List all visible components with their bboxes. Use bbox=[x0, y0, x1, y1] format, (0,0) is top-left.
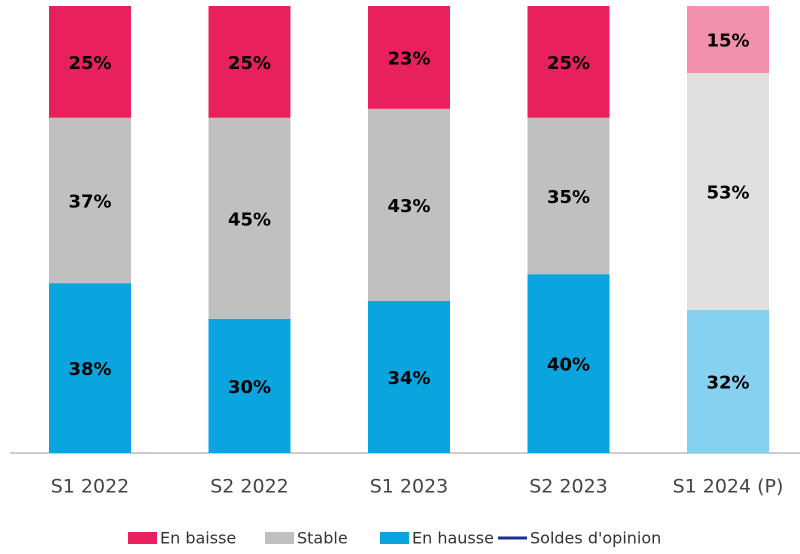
bar-segment bbox=[687, 73, 769, 310]
x-tick-label: S1 2022 bbox=[51, 476, 130, 498]
x-tick-label: S2 2023 bbox=[529, 476, 608, 498]
value-label: 23% bbox=[387, 48, 430, 69]
legend-label: Stable bbox=[297, 529, 348, 548]
value-label: 34% bbox=[387, 368, 430, 389]
value-label: 25% bbox=[228, 53, 271, 74]
bar-segment bbox=[208, 318, 291, 453]
bar-segment bbox=[208, 117, 291, 319]
value-label: 43% bbox=[387, 196, 430, 217]
bar-segment bbox=[368, 108, 450, 302]
legend-swatch bbox=[380, 532, 409, 544]
value-label: 25% bbox=[547, 53, 590, 74]
legend-swatch bbox=[265, 532, 294, 544]
value-label: 30% bbox=[228, 377, 271, 398]
bar-segment bbox=[527, 274, 610, 453]
bar-segment bbox=[49, 117, 131, 284]
legend-label: En hausse bbox=[412, 529, 494, 548]
bar-segment bbox=[527, 117, 610, 275]
value-label: 45% bbox=[228, 209, 271, 230]
legend-label: Soldes d'opinion bbox=[530, 529, 661, 548]
bar-segment bbox=[49, 6, 131, 118]
value-label: 25% bbox=[68, 53, 111, 74]
value-label: 32% bbox=[706, 372, 749, 393]
x-tick-label: S2 2022 bbox=[210, 476, 289, 498]
value-label: 53% bbox=[706, 183, 749, 204]
bar-segment bbox=[208, 6, 291, 118]
x-tick-label: S1 2024 (P) bbox=[673, 476, 784, 498]
bar-segment bbox=[368, 301, 450, 453]
value-label: 40% bbox=[547, 355, 590, 376]
value-label: 38% bbox=[68, 359, 111, 380]
value-label: 35% bbox=[547, 187, 590, 208]
value-label: 37% bbox=[68, 191, 111, 212]
bar-segment bbox=[527, 6, 610, 118]
value-label: 15% bbox=[706, 31, 749, 52]
bar-segment bbox=[687, 309, 769, 453]
bar-segment bbox=[49, 283, 131, 453]
bar-segment bbox=[368, 6, 450, 109]
legend-label: En baisse bbox=[160, 529, 236, 548]
bar-segment bbox=[687, 6, 769, 74]
x-tick-label: S1 2023 bbox=[370, 476, 449, 498]
legend-swatch bbox=[128, 532, 157, 544]
